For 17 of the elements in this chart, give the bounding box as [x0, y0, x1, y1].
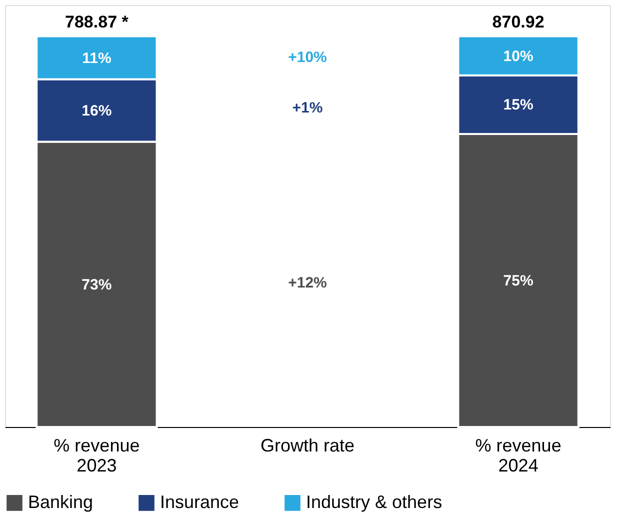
legend-label: Insurance — [160, 492, 240, 512]
annotation: +1% — [292, 100, 323, 117]
annotation: +12% — [288, 274, 327, 292]
legend-label: Industry & others — [306, 492, 442, 512]
legend-label: Banking — [28, 492, 94, 512]
data-label: 10% — [503, 48, 534, 65]
x-tick-label: % revenue 2023 — [54, 436, 140, 476]
data-label: 15% — [503, 96, 534, 114]
data-label: 16% — [82, 102, 112, 120]
data-label: 73% — [82, 276, 112, 294]
x-tick-label: % revenue 2024 — [475, 436, 562, 476]
annotation: 788.87 * — [65, 12, 129, 32]
annotation: 870.92 — [492, 12, 544, 32]
data-label: 11% — [82, 50, 112, 67]
x-tick-label: Growth rate — [260, 436, 355, 456]
data-label: 75% — [503, 272, 534, 290]
annotation: +10% — [288, 48, 327, 66]
